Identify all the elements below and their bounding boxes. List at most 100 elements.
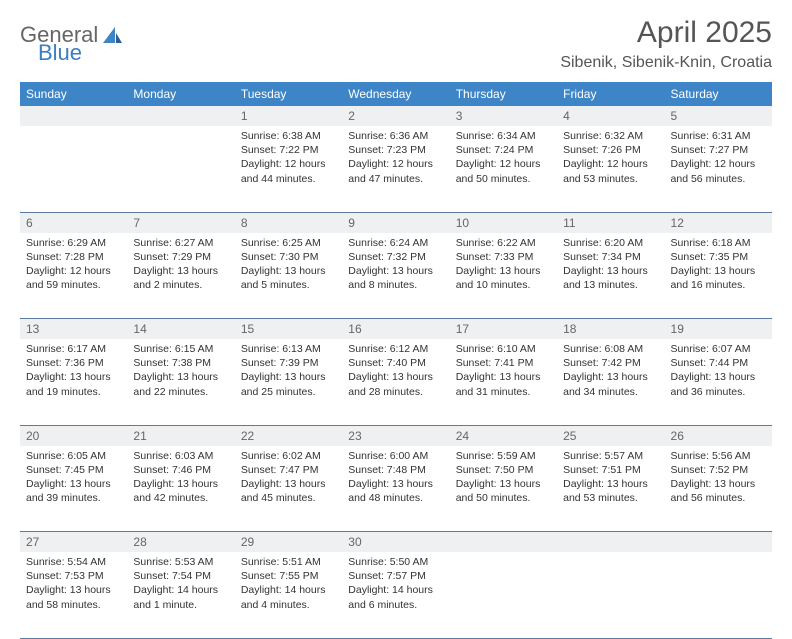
day-number-cell: 29 xyxy=(235,532,342,553)
day-cell-body: Sunrise: 5:53 AMSunset: 7:54 PMDaylight:… xyxy=(127,552,234,618)
day-cell: Sunrise: 5:59 AMSunset: 7:50 PMDaylight:… xyxy=(450,446,557,532)
day-number-cell: 18 xyxy=(557,319,664,340)
daylight-text: Daylight: 13 hours and 58 minutes. xyxy=(26,583,121,611)
week-row: Sunrise: 6:29 AMSunset: 7:28 PMDaylight:… xyxy=(20,233,772,319)
day-cell: Sunrise: 6:10 AMSunset: 7:41 PMDaylight:… xyxy=(450,339,557,425)
day-cell-body: Sunrise: 6:25 AMSunset: 7:30 PMDaylight:… xyxy=(235,233,342,299)
sunset-text: Sunset: 7:22 PM xyxy=(241,143,336,157)
sunrise-text: Sunrise: 6:25 AM xyxy=(241,236,336,250)
daylight-text: Daylight: 13 hours and 22 minutes. xyxy=(133,370,228,398)
day-cell-body: Sunrise: 6:08 AMSunset: 7:42 PMDaylight:… xyxy=(557,339,664,405)
day-cell xyxy=(20,126,127,212)
day-cell-body: Sunrise: 6:13 AMSunset: 7:39 PMDaylight:… xyxy=(235,339,342,405)
day-cell: Sunrise: 5:54 AMSunset: 7:53 PMDaylight:… xyxy=(20,552,127,638)
day-cell-body xyxy=(665,552,772,561)
sunrise-text: Sunrise: 6:27 AM xyxy=(133,236,228,250)
weekday-header: Sunday xyxy=(20,82,127,106)
sunrise-text: Sunrise: 6:36 AM xyxy=(348,129,443,143)
month-title: April 2025 xyxy=(560,16,772,50)
day-cell: Sunrise: 5:57 AMSunset: 7:51 PMDaylight:… xyxy=(557,446,664,532)
sunrise-text: Sunrise: 5:54 AM xyxy=(26,555,121,569)
day-cell-body xyxy=(557,552,664,561)
day-cell: Sunrise: 6:02 AMSunset: 7:47 PMDaylight:… xyxy=(235,446,342,532)
daylight-text: Daylight: 13 hours and 31 minutes. xyxy=(456,370,551,398)
day-number-cell: 7 xyxy=(127,212,234,233)
day-cell: Sunrise: 6:27 AMSunset: 7:29 PMDaylight:… xyxy=(127,233,234,319)
sunrise-text: Sunrise: 5:57 AM xyxy=(563,449,658,463)
sunrise-text: Sunrise: 5:53 AM xyxy=(133,555,228,569)
sunset-text: Sunset: 7:39 PM xyxy=(241,356,336,370)
day-number-cell: 11 xyxy=(557,212,664,233)
daylight-text: Daylight: 12 hours and 47 minutes. xyxy=(348,157,443,185)
daynum-row: 20212223242526 xyxy=(20,425,772,446)
day-cell: Sunrise: 6:05 AMSunset: 7:45 PMDaylight:… xyxy=(20,446,127,532)
day-cell-body: Sunrise: 6:22 AMSunset: 7:33 PMDaylight:… xyxy=(450,233,557,299)
brand-part2: Blue xyxy=(38,40,82,66)
day-number-cell: 13 xyxy=(20,319,127,340)
day-cell-body xyxy=(127,126,234,135)
day-number-cell: 16 xyxy=(342,319,449,340)
sunset-text: Sunset: 7:32 PM xyxy=(348,250,443,264)
sunrise-text: Sunrise: 5:51 AM xyxy=(241,555,336,569)
day-cell-body: Sunrise: 6:20 AMSunset: 7:34 PMDaylight:… xyxy=(557,233,664,299)
sunrise-text: Sunrise: 6:12 AM xyxy=(348,342,443,356)
sunrise-text: Sunrise: 6:22 AM xyxy=(456,236,551,250)
daylight-text: Daylight: 13 hours and 28 minutes. xyxy=(348,370,443,398)
daylight-text: Daylight: 12 hours and 50 minutes. xyxy=(456,157,551,185)
sunset-text: Sunset: 7:40 PM xyxy=(348,356,443,370)
sunset-text: Sunset: 7:55 PM xyxy=(241,569,336,583)
day-number-cell: 15 xyxy=(235,319,342,340)
day-cell-body: Sunrise: 6:17 AMSunset: 7:36 PMDaylight:… xyxy=(20,339,127,405)
day-cell-body: Sunrise: 5:56 AMSunset: 7:52 PMDaylight:… xyxy=(665,446,772,512)
title-block: April 2025 Sibenik, Sibenik-Knin, Croati… xyxy=(560,16,772,72)
day-number-cell: 9 xyxy=(342,212,449,233)
sunset-text: Sunset: 7:45 PM xyxy=(26,463,121,477)
daylight-text: Daylight: 13 hours and 56 minutes. xyxy=(671,477,766,505)
day-number-cell: 17 xyxy=(450,319,557,340)
day-number-cell xyxy=(450,532,557,553)
sunrise-text: Sunrise: 6:02 AM xyxy=(241,449,336,463)
daylight-text: Daylight: 13 hours and 50 minutes. xyxy=(456,477,551,505)
sunrise-text: Sunrise: 6:05 AM xyxy=(26,449,121,463)
daynum-row: 12345 xyxy=(20,106,772,126)
day-number-cell: 4 xyxy=(557,106,664,126)
day-number-cell xyxy=(665,532,772,553)
sunset-text: Sunset: 7:36 PM xyxy=(26,356,121,370)
sunset-text: Sunset: 7:41 PM xyxy=(456,356,551,370)
sunrise-text: Sunrise: 6:31 AM xyxy=(671,129,766,143)
calendar-table: Sunday Monday Tuesday Wednesday Thursday… xyxy=(20,82,772,639)
weekday-header: Monday xyxy=(127,82,234,106)
week-row: Sunrise: 5:54 AMSunset: 7:53 PMDaylight:… xyxy=(20,552,772,638)
day-cell-body: Sunrise: 6:34 AMSunset: 7:24 PMDaylight:… xyxy=(450,126,557,192)
sunset-text: Sunset: 7:48 PM xyxy=(348,463,443,477)
daylight-text: Daylight: 13 hours and 53 minutes. xyxy=(563,477,658,505)
day-cell: Sunrise: 6:17 AMSunset: 7:36 PMDaylight:… xyxy=(20,339,127,425)
daylight-text: Daylight: 13 hours and 48 minutes. xyxy=(348,477,443,505)
day-number-cell: 19 xyxy=(665,319,772,340)
daylight-text: Daylight: 13 hours and 5 minutes. xyxy=(241,264,336,292)
day-cell-body: Sunrise: 6:15 AMSunset: 7:38 PMDaylight:… xyxy=(127,339,234,405)
daylight-text: Daylight: 13 hours and 42 minutes. xyxy=(133,477,228,505)
day-cell-body: Sunrise: 5:59 AMSunset: 7:50 PMDaylight:… xyxy=(450,446,557,512)
day-cell: Sunrise: 6:15 AMSunset: 7:38 PMDaylight:… xyxy=(127,339,234,425)
sunset-text: Sunset: 7:35 PM xyxy=(671,250,766,264)
week-row: Sunrise: 6:17 AMSunset: 7:36 PMDaylight:… xyxy=(20,339,772,425)
day-cell: Sunrise: 6:36 AMSunset: 7:23 PMDaylight:… xyxy=(342,126,449,212)
daylight-text: Daylight: 14 hours and 6 minutes. xyxy=(348,583,443,611)
day-number-cell: 12 xyxy=(665,212,772,233)
day-number-cell: 22 xyxy=(235,425,342,446)
day-cell xyxy=(450,552,557,638)
day-cell: Sunrise: 6:32 AMSunset: 7:26 PMDaylight:… xyxy=(557,126,664,212)
sunrise-text: Sunrise: 6:20 AM xyxy=(563,236,658,250)
day-cell-body: Sunrise: 6:05 AMSunset: 7:45 PMDaylight:… xyxy=(20,446,127,512)
day-cell: Sunrise: 6:34 AMSunset: 7:24 PMDaylight:… xyxy=(450,126,557,212)
day-cell-body: Sunrise: 6:03 AMSunset: 7:46 PMDaylight:… xyxy=(127,446,234,512)
day-cell: Sunrise: 6:18 AMSunset: 7:35 PMDaylight:… xyxy=(665,233,772,319)
day-number-cell: 27 xyxy=(20,532,127,553)
daylight-text: Daylight: 14 hours and 4 minutes. xyxy=(241,583,336,611)
location-text: Sibenik, Sibenik-Knin, Croatia xyxy=(560,54,772,72)
day-number-cell xyxy=(127,106,234,126)
day-cell-body: Sunrise: 6:32 AMSunset: 7:26 PMDaylight:… xyxy=(557,126,664,192)
daynum-row: 13141516171819 xyxy=(20,319,772,340)
day-cell: Sunrise: 6:13 AMSunset: 7:39 PMDaylight:… xyxy=(235,339,342,425)
